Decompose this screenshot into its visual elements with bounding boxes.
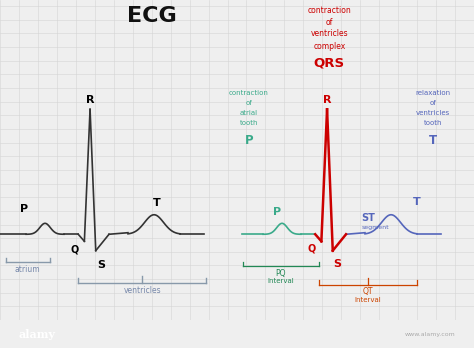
Text: S: S — [334, 259, 341, 269]
Text: P: P — [19, 204, 28, 214]
Text: of: of — [326, 17, 333, 26]
Text: Q: Q — [71, 244, 79, 254]
Text: of: of — [429, 100, 436, 106]
Text: alamy: alamy — [19, 329, 56, 340]
Text: ST: ST — [362, 213, 375, 223]
Text: of: of — [246, 100, 252, 106]
Text: R: R — [86, 95, 94, 105]
Text: T: T — [153, 198, 160, 208]
Text: Q: Q — [308, 244, 316, 254]
Text: P: P — [273, 207, 282, 218]
Text: tooth: tooth — [423, 120, 442, 126]
Text: www.alamy.com: www.alamy.com — [404, 332, 455, 337]
Text: atrial: atrial — [240, 110, 258, 116]
Text: contraction: contraction — [308, 6, 351, 15]
Text: Interval: Interval — [355, 297, 381, 303]
Text: contraction: contraction — [229, 90, 269, 96]
Text: QT: QT — [363, 287, 373, 296]
Text: PQ: PQ — [275, 269, 286, 278]
Text: ventricles: ventricles — [123, 286, 161, 295]
Text: segment: segment — [362, 224, 389, 230]
Text: T: T — [413, 197, 421, 207]
Text: ECG: ECG — [127, 6, 176, 26]
Text: ventricles: ventricles — [416, 110, 450, 116]
Text: Interval: Interval — [267, 278, 294, 284]
Text: P: P — [245, 134, 253, 147]
Text: ventricles: ventricles — [310, 29, 348, 38]
Text: complex: complex — [313, 42, 346, 51]
Text: relaxation: relaxation — [415, 90, 450, 96]
Text: atrium: atrium — [15, 266, 41, 275]
Text: S: S — [97, 260, 105, 270]
Text: tooth: tooth — [239, 120, 258, 126]
Text: QRS: QRS — [314, 57, 345, 70]
Text: T: T — [428, 134, 437, 147]
Text: R: R — [323, 95, 331, 105]
